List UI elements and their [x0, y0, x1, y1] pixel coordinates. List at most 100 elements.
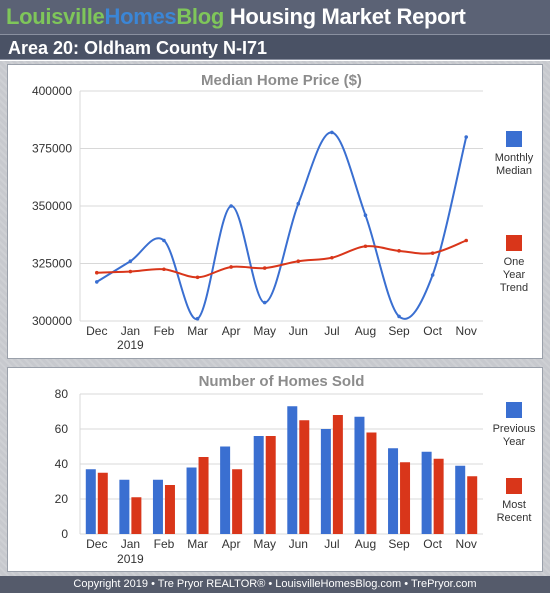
y-tick-label: 20 — [55, 492, 69, 506]
bar — [152, 479, 163, 534]
data-point — [430, 251, 435, 255]
data-point — [229, 265, 233, 269]
data-point — [229, 204, 233, 208]
x-tick-label: Nov — [456, 324, 477, 338]
bar — [97, 472, 108, 534]
y-tick-label: 300000 — [32, 314, 72, 328]
data-point — [397, 314, 401, 319]
y-tick-label: 400000 — [32, 84, 72, 98]
bar — [253, 436, 264, 534]
bar — [433, 458, 444, 534]
bar — [164, 485, 175, 534]
x-tick-label: Jun — [289, 324, 308, 338]
footer-bar: Copyright 2019 • Tre Pryor REALTOR® • Lo… — [0, 576, 550, 593]
x-tick-label: Jul — [324, 324, 339, 338]
x-tick-label: May — [253, 537, 276, 551]
data-point — [94, 280, 99, 284]
footer-copyright: Copyright 2019 • Tre Pryor REALTOR® • Lo… — [73, 578, 477, 590]
x-tick-label: May — [253, 324, 276, 338]
bar — [131, 497, 142, 534]
x-tick-label: Jan — [121, 537, 140, 551]
site-brand: LouisvilleHomesBlog Housing Market Repor… — [6, 4, 466, 30]
data-point — [464, 135, 469, 139]
year-label: 2019 — [117, 552, 144, 566]
legend-label: Year — [503, 269, 526, 281]
x-tick-label: Feb — [154, 537, 175, 551]
legend-label: Previous — [493, 423, 536, 435]
x-tick-label: Mar — [187, 324, 208, 338]
data-point — [262, 300, 267, 305]
data-point — [397, 249, 401, 253]
area-header: Area 20: Oldham County N-I71 — [0, 34, 550, 60]
year-label: 2019 — [117, 338, 144, 352]
homes-sold-chart: Number of Homes Sold 0 20 40 60 80 Dec Jan Feb Ma… — [55, 373, 536, 566]
bar — [265, 436, 276, 534]
y-tick-label: 375000 — [32, 142, 72, 156]
x-tick-label: Mar — [187, 537, 208, 551]
data-point — [464, 238, 469, 243]
y-tick-label: 60 — [55, 422, 69, 436]
bar — [455, 465, 466, 534]
data-point — [94, 270, 99, 275]
x-tick-label: Jan — [121, 324, 140, 338]
median-price-chart: Median Home Price ($) 300000 325000 350000 3… — [32, 72, 534, 352]
bar — [287, 406, 298, 534]
bar — [119, 479, 130, 534]
area-title: Area 20: Oldham County N-I71 — [8, 38, 268, 58]
data-point — [363, 213, 368, 217]
x-tick-label: Apr — [222, 324, 241, 338]
legend-label: Monthly — [495, 152, 534, 164]
bar — [220, 446, 231, 534]
legend-swatch — [506, 235, 522, 251]
legend-swatch — [506, 131, 522, 147]
data-point — [363, 244, 368, 249]
y-tick-label: 0 — [61, 527, 68, 541]
report-title: Housing Market Report — [229, 4, 466, 29]
bar — [400, 462, 411, 534]
bar — [198, 457, 209, 534]
x-tick-label: Dec — [86, 537, 107, 551]
x-tick-label: Aug — [355, 324, 376, 338]
legend-label: Year — [503, 436, 526, 448]
y-tick-label: 80 — [55, 387, 69, 401]
data-point — [162, 267, 166, 272]
bar — [354, 416, 365, 534]
x-tick-label: Nov — [456, 537, 477, 551]
chart-title: Median Home Price ($) — [201, 72, 362, 89]
x-tick-label: Aug — [355, 537, 376, 551]
x-tick-label: Sep — [388, 537, 410, 551]
brand-louisville: Louisville — [6, 4, 105, 29]
y-tick-label: 40 — [55, 457, 69, 471]
x-tick-label: Apr — [222, 537, 241, 551]
x-tick-label: Sep — [388, 324, 410, 338]
bar — [332, 415, 343, 534]
series-line — [96, 131, 468, 320]
median-price-panel: Median Home Price ($) 300000 325000 350000 3… — [7, 64, 543, 359]
bar — [85, 469, 96, 534]
data-point — [330, 255, 334, 260]
bar — [299, 420, 310, 534]
series-line — [96, 239, 467, 279]
legend-label: One — [504, 256, 525, 268]
data-point — [262, 266, 267, 270]
data-point — [195, 275, 200, 280]
x-tick-label: Oct — [423, 537, 442, 551]
bar — [467, 476, 478, 534]
data-point — [162, 238, 166, 243]
bar — [421, 451, 432, 534]
bar — [232, 469, 243, 534]
legend-swatch — [506, 402, 522, 418]
bar — [320, 429, 331, 534]
data-point — [128, 259, 133, 263]
data-point — [330, 130, 334, 135]
bar — [186, 467, 197, 534]
y-tick-label: 325000 — [32, 257, 72, 271]
data-point — [296, 201, 301, 206]
data-point — [296, 259, 301, 263]
legend-label: Trend — [500, 282, 528, 294]
x-tick-label: Dec — [86, 324, 107, 338]
data-point — [430, 273, 435, 277]
x-tick-label: Jun — [289, 537, 308, 551]
data-point — [128, 269, 133, 274]
x-tick-label: Oct — [423, 324, 442, 338]
